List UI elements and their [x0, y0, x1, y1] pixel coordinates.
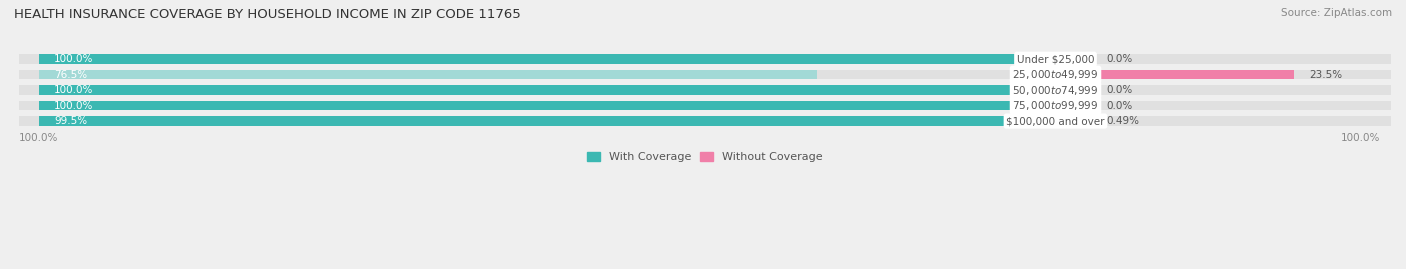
- Bar: [39, 85, 1056, 95]
- Text: 0.0%: 0.0%: [1107, 85, 1133, 95]
- Text: 100.0%: 100.0%: [53, 85, 94, 95]
- Bar: [1056, 85, 1091, 95]
- Text: Under $25,000: Under $25,000: [1017, 54, 1094, 64]
- Text: 76.5%: 76.5%: [53, 70, 87, 80]
- Text: 0.49%: 0.49%: [1107, 116, 1139, 126]
- Text: Source: ZipAtlas.com: Source: ZipAtlas.com: [1281, 8, 1392, 18]
- Text: 100.0%: 100.0%: [53, 54, 94, 64]
- Text: 99.5%: 99.5%: [53, 116, 87, 126]
- Legend: With Coverage, Without Coverage: With Coverage, Without Coverage: [582, 147, 827, 167]
- Bar: [39, 54, 1056, 64]
- Bar: [18, 54, 1391, 64]
- Bar: [1056, 70, 1295, 79]
- Bar: [18, 85, 1391, 95]
- Bar: [18, 116, 1391, 126]
- Text: 100.0%: 100.0%: [53, 101, 94, 111]
- Text: $75,000 to $99,999: $75,000 to $99,999: [1012, 99, 1098, 112]
- Text: HEALTH INSURANCE COVERAGE BY HOUSEHOLD INCOME IN ZIP CODE 11765: HEALTH INSURANCE COVERAGE BY HOUSEHOLD I…: [14, 8, 520, 21]
- Text: 0.0%: 0.0%: [1107, 54, 1133, 64]
- Bar: [39, 116, 1050, 126]
- Bar: [18, 70, 1391, 79]
- Text: $50,000 to $74,999: $50,000 to $74,999: [1012, 84, 1098, 97]
- Bar: [1056, 116, 1076, 126]
- Bar: [39, 101, 1056, 110]
- Bar: [18, 101, 1391, 110]
- Text: 23.5%: 23.5%: [1309, 70, 1343, 80]
- Text: $100,000 and over: $100,000 and over: [1007, 116, 1105, 126]
- Text: $25,000 to $49,999: $25,000 to $49,999: [1012, 68, 1098, 81]
- Bar: [39, 70, 817, 79]
- Bar: [1056, 54, 1091, 64]
- Text: 0.0%: 0.0%: [1107, 101, 1133, 111]
- Bar: [1056, 101, 1091, 110]
